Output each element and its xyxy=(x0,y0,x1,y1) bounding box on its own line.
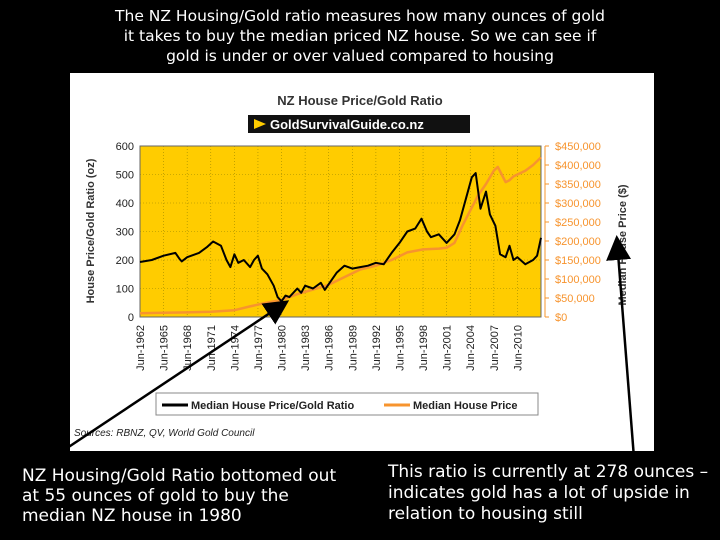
y2-tick-label: $400,000 xyxy=(555,160,601,172)
x-tick-label: Jun-1995 xyxy=(394,325,406,371)
sources-note: Sources: RBNZ, QV, World Gold Council xyxy=(74,428,255,439)
intro-text: The NZ Housing/Gold ratio measures how m… xyxy=(115,7,605,65)
y2-tick-label: $350,000 xyxy=(555,179,601,191)
x-tick-label: Jun-1986 xyxy=(324,325,336,371)
y-tick-label: 200 xyxy=(116,255,134,267)
note-bottom-right: This ratio is currently at 278 ounces – … xyxy=(388,462,709,524)
y-axis-ticks: 0 100 200 300 400 500 600 xyxy=(116,141,134,324)
logo-banner: GoldSurvivalGuide.co.nz xyxy=(248,115,470,133)
y2-tick-label: $0 xyxy=(555,312,567,324)
x-tick-label: Jun-2004 xyxy=(465,325,477,371)
legend-label-ratio: Median House Price/Gold Ratio xyxy=(191,400,354,412)
logo-arrow-icon xyxy=(254,119,266,129)
y2-tick-label: $150,000 xyxy=(555,255,601,267)
logo-text: GoldSurvivalGuide.co.nz xyxy=(270,117,424,132)
y-tick-label: 0 xyxy=(128,312,134,324)
x-tick-label: Jun-1962 xyxy=(135,325,147,371)
y2-axis-ticks: $0 $50,000 $100,000 $150,000 $200,000 $250,00… xyxy=(544,141,601,324)
x-tick-label: Jun-1968 xyxy=(182,325,194,371)
x-tick-label: Jun-1983 xyxy=(300,325,312,371)
note-bottom-left: NZ Housing/Gold Ratio bottomed out at 55… xyxy=(22,466,337,526)
y2-tick-label: $200,000 xyxy=(555,236,601,248)
legend: Median House Price/Gold Ratio Median Hou… xyxy=(155,392,539,416)
x-tick-label: Jun-1971 xyxy=(206,325,218,371)
series-line-ratio xyxy=(139,172,542,303)
plot-border xyxy=(139,145,542,318)
x-tick-label: Jun-1977 xyxy=(253,325,265,371)
y-tick-label: 400 xyxy=(116,198,134,210)
y-tick-label: 100 xyxy=(116,284,134,296)
y2-tick-label: $250,000 xyxy=(555,217,601,229)
y2-axis-label: Median House Price ($) xyxy=(617,184,629,305)
x-axis-ticks: Jun-1962 Jun-1965 Jun-1968 Jun-1971 Jun-1974… xyxy=(135,325,524,371)
chart-panel: NZ House Price/Gold Ratio GoldSurvivalGu… xyxy=(70,73,654,451)
y2-tick-label: $100,000 xyxy=(555,274,601,286)
chart-title: NZ House Price/Gold Ratio xyxy=(277,93,442,108)
legend-label-price: Median House Price xyxy=(413,400,518,412)
y2-tick-label: $450,000 xyxy=(555,141,601,153)
x-tick-label: Jun-2007 xyxy=(489,325,501,371)
x-tick-label: Jun-1980 xyxy=(277,325,289,371)
x-tick-label: Jun-1998 xyxy=(418,325,430,371)
x-tick-label: Jun-1992 xyxy=(371,325,383,371)
x-tick-label: Jun-1965 xyxy=(159,325,171,371)
y2-tick-label: $50,000 xyxy=(555,293,595,305)
y-tick-label: 500 xyxy=(116,170,134,182)
y-tick-label: 600 xyxy=(116,141,134,153)
x-tick-label: Jun-1989 xyxy=(347,325,359,371)
x-tick-label: Jun-2010 xyxy=(512,325,524,371)
y-tick-label: 300 xyxy=(116,227,134,239)
x-tick-label: Jun-1974 xyxy=(229,325,241,371)
x-tick-label: Jun-2001 xyxy=(442,325,454,371)
y2-tick-label: $300,000 xyxy=(555,198,601,210)
y-axis-label: House Price/Gold Ratio (oz) xyxy=(85,158,97,303)
chart: NZ House Price/Gold Ratio GoldSurvivalGu… xyxy=(85,93,629,416)
